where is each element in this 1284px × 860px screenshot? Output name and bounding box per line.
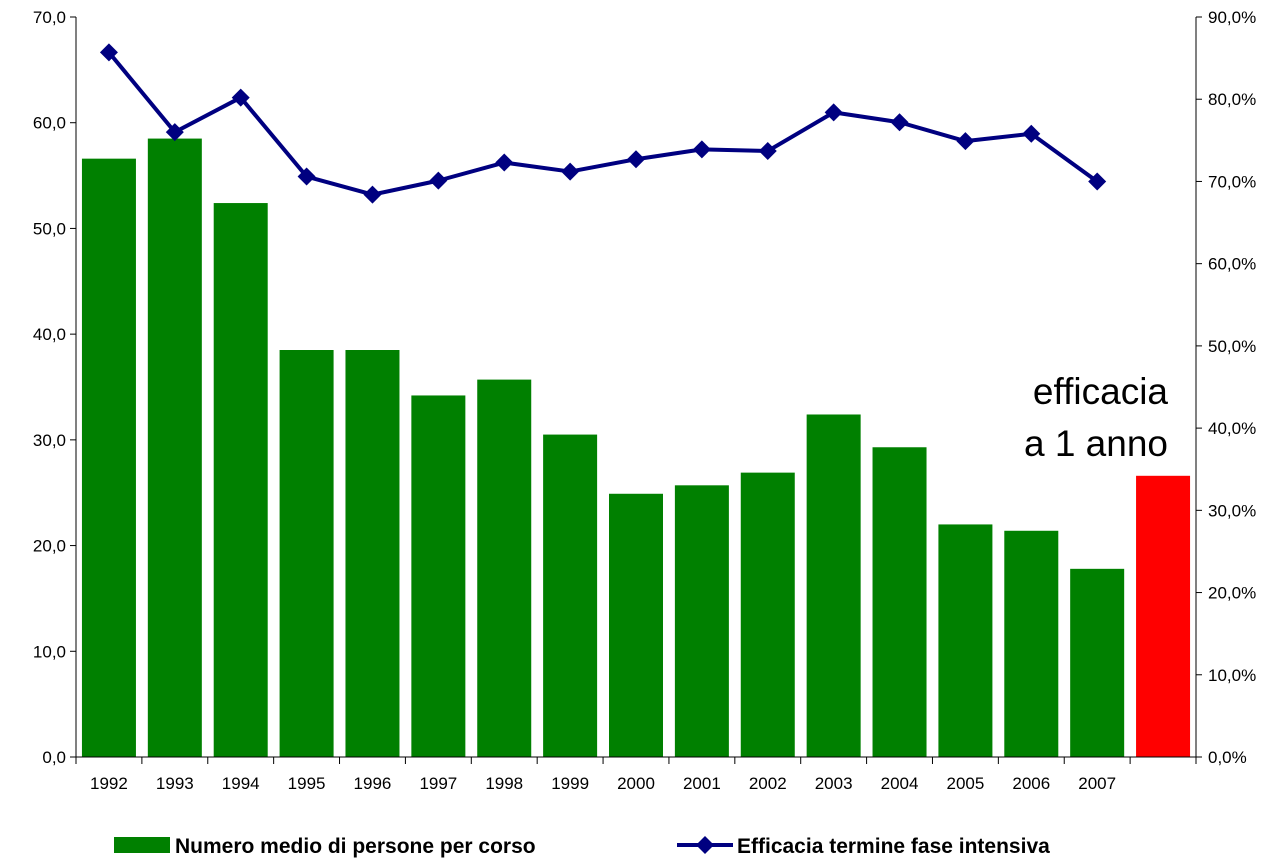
x-tick-label: 2001 (683, 774, 721, 793)
efficacy-marker (758, 142, 777, 161)
right-tick-label: 60,0% (1208, 255, 1256, 274)
bar (81, 158, 136, 757)
efficacy-marker (297, 167, 316, 186)
efficacy-marker (231, 88, 250, 107)
bar (477, 379, 532, 757)
x-tick-label: 1998 (485, 774, 523, 793)
bar (411, 395, 466, 757)
x-tick-label: 1994 (222, 774, 260, 793)
bar (872, 447, 927, 757)
x-tick-label: 1995 (288, 774, 326, 793)
bars-layer (81, 138, 1191, 758)
left-tick-label: 30,0 (33, 431, 66, 450)
efficacy-marker (99, 43, 118, 62)
left-tick-label: 20,0 (33, 537, 66, 556)
bar (147, 138, 202, 758)
bar (279, 350, 334, 757)
left-tick-label: 50,0 (33, 219, 66, 238)
x-tick-label: 1997 (419, 774, 457, 793)
x-tick-label: 2007 (1078, 774, 1116, 793)
annotation-line2: a 1 anno (1024, 423, 1168, 464)
left-tick-label: 70,0 (33, 8, 66, 27)
annotation: efficacia a 1 anno (1024, 371, 1168, 464)
bar (1004, 530, 1059, 757)
legend-swatch-marker (696, 836, 714, 854)
x-tick-label: 2000 (617, 774, 655, 793)
bar (609, 493, 663, 757)
left-tick-label: 10,0 (33, 642, 66, 661)
bar (543, 434, 598, 757)
right-tick-label: 70,0% (1208, 172, 1256, 191)
efficacy-marker (561, 162, 580, 181)
efficacy-marker (824, 103, 843, 122)
efficacy-marker (363, 185, 382, 204)
efficacy-marker (165, 123, 184, 142)
efficacy-marker (1022, 124, 1041, 143)
legend-swatch-bar (114, 837, 170, 853)
right-tick-label: 90,0% (1208, 8, 1256, 27)
efficacy-marker (495, 153, 514, 172)
x-tick-label: 2003 (815, 774, 853, 793)
x-tick-label: 2005 (946, 774, 984, 793)
right-tick-label: 80,0% (1208, 90, 1256, 109)
bar (740, 472, 795, 757)
efficacy-marker (627, 150, 645, 169)
x-tick-label: 1992 (90, 774, 128, 793)
x-tick-label: 2004 (881, 774, 919, 793)
left-tick-label: 60,0 (33, 114, 66, 133)
x-tick-label: 1996 (354, 774, 392, 793)
bar (1136, 475, 1191, 757)
efficacy-marker (429, 171, 448, 190)
right-tick-label: 30,0% (1208, 501, 1256, 520)
left-tick-label: 0,0 (42, 748, 66, 767)
efficacy-marker (692, 140, 711, 159)
bar (938, 524, 993, 757)
annotation-line1: efficacia (1033, 371, 1168, 412)
bar (806, 414, 861, 757)
legend-label-line: Efficacia termine fase intensiva (737, 835, 1050, 858)
efficacy-marker (890, 113, 909, 132)
right-tick-label: 20,0% (1208, 584, 1256, 603)
bar (674, 485, 729, 757)
bar (345, 350, 400, 757)
left-tick-label: 40,0 (33, 325, 66, 344)
efficacy-line (107, 51, 1099, 197)
x-tick-label: 1993 (156, 774, 194, 793)
right-tick-label: 50,0% (1208, 337, 1256, 356)
x-tick-label: 2006 (1012, 774, 1050, 793)
bar (1070, 568, 1125, 757)
efficacy-marker (1088, 172, 1107, 191)
right-tick-label: 40,0% (1208, 419, 1256, 438)
legend: Numero medio di persone per corso Effica… (114, 835, 1050, 858)
line-layer (99, 43, 1107, 204)
efficacy-marker (956, 132, 975, 151)
bar (213, 203, 268, 758)
right-tick-label: 10,0% (1208, 666, 1256, 685)
axes-layer: 0,0 10,0 20,0 30,0 40,0 50,0 60,0 70,0 0,0% 10,0%… (33, 8, 1256, 793)
right-tick-label: 0,0% (1208, 748, 1247, 767)
x-tick-label: 2002 (749, 774, 787, 793)
x-tick-label: 1999 (551, 774, 589, 793)
legend-label-bar: Numero medio di persone per corso (175, 835, 536, 858)
